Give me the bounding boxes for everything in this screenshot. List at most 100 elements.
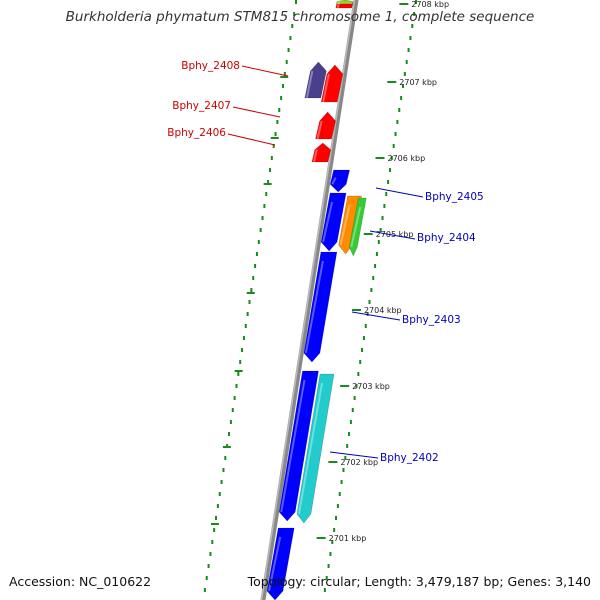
guide-dot — [228, 432, 231, 436]
guide-dash — [234, 370, 243, 372]
guide-dot — [383, 204, 386, 208]
gene-feature-shine — [339, 204, 351, 246]
guide-dot — [244, 324, 247, 328]
guide-dot — [372, 276, 375, 280]
guide-dot — [394, 132, 397, 136]
guide-dot — [351, 408, 354, 412]
guide-dot — [272, 144, 275, 148]
guide-dot — [270, 156, 273, 160]
guide-dot — [387, 180, 390, 184]
guide-dot — [261, 216, 264, 220]
gene-feature — [303, 251, 338, 363]
guide-dot — [239, 360, 242, 364]
gene-feature-shine — [322, 73, 330, 103]
gene-features — [266, 0, 367, 600]
guide-dot — [289, 36, 292, 40]
chromosome-backbone — [260, 0, 359, 600]
guide-dot — [281, 84, 284, 88]
guide-dot — [211, 540, 214, 544]
backbone-highlight — [260, 0, 356, 600]
guide-dot — [357, 372, 360, 376]
guide-dot — [377, 240, 380, 244]
guide-dash — [246, 292, 255, 294]
gene-leader-line — [329, 451, 379, 459]
guide-dot — [327, 564, 330, 568]
guide-dot — [229, 420, 232, 424]
scale-tick — [328, 461, 338, 463]
guide-dot — [203, 588, 206, 592]
guide-dot — [235, 384, 238, 388]
gene-feature-shine — [316, 120, 323, 140]
guide-dot — [331, 540, 334, 544]
guide-dot — [242, 336, 245, 340]
gene-feature — [266, 527, 295, 600]
guide-dot — [263, 204, 266, 208]
guide-dot — [385, 192, 388, 196]
gene-feature — [320, 64, 344, 103]
gene-leader-line — [351, 311, 401, 321]
guide-dot — [250, 288, 253, 292]
guide-dot — [283, 72, 286, 76]
guide-dot — [333, 528, 336, 532]
guide-dot — [346, 444, 349, 448]
scale-tick-label: 2708 kbp — [411, 0, 449, 9]
gene-feature — [304, 61, 327, 99]
scale-tick-label: 2701 kbp — [329, 534, 367, 543]
guide-dot — [403, 72, 406, 76]
guide-dot — [344, 456, 347, 460]
guide-dash — [222, 446, 231, 448]
guide-dash — [280, 76, 289, 78]
guide-dot — [295, 0, 297, 4]
guide-dot — [329, 552, 332, 556]
guide-dot — [215, 516, 218, 520]
guide-dot — [274, 132, 277, 136]
guide-dot — [276, 120, 279, 124]
backbone-line — [260, 0, 359, 600]
scale-tick — [340, 385, 350, 387]
gene-feature — [348, 197, 367, 257]
guide-dot — [241, 348, 244, 352]
guide-dot — [335, 516, 338, 520]
guide-dot — [252, 276, 255, 280]
guide-dot — [285, 60, 288, 64]
gene-feature — [329, 169, 350, 193]
guide-dot — [368, 300, 371, 304]
gene-label: Bphy_2406 — [167, 127, 226, 139]
scale-tick — [363, 233, 373, 235]
guide-dot — [362, 336, 365, 340]
gene-labels: Bphy_2408 Bphy_2407 Bphy_2406 Bphy_2405 Bphy… — [167, 60, 483, 464]
guide-dot — [366, 312, 369, 316]
gene-label: Bphy_2404 — [417, 232, 476, 244]
guide-dot — [349, 420, 352, 424]
gene-feature-shine — [304, 260, 324, 354]
gene-leader-line — [375, 187, 424, 198]
guide-dot — [388, 168, 391, 172]
guide-dot — [374, 264, 377, 268]
guide-dot — [220, 480, 223, 484]
map-title: Burkholderia phymatum STM815 chromosome … — [65, 9, 535, 25]
gene-label: Bphy_2407 — [172, 100, 231, 112]
guide-dot — [291, 24, 294, 28]
guide-dash — [263, 183, 272, 185]
gene-feature-shine — [280, 379, 306, 513]
scale-tick — [399, 3, 409, 5]
guide-dot — [237, 372, 240, 376]
gene-leader-line — [369, 230, 416, 240]
guide-dot — [205, 576, 208, 580]
gene-feature-shine — [268, 536, 282, 592]
guide-dash — [270, 137, 279, 139]
guide-dot — [361, 348, 364, 352]
gene-leader-line — [227, 133, 276, 146]
guide-dot — [398, 108, 401, 112]
guide-dot — [257, 240, 260, 244]
gene-leader-line — [241, 65, 289, 77]
guide-dot — [287, 48, 290, 52]
gene-feature — [311, 142, 332, 163]
scale-ticks: 2708 kbp 2707 kbp 2706 kbp 2705 kbp 2704 kbp… — [316, 0, 449, 543]
scale-tick-label: 2706 kbp — [388, 154, 426, 163]
gene-feature — [338, 195, 362, 255]
scale-tick — [375, 157, 385, 159]
guide-dot — [248, 300, 251, 304]
gene-feature-shine — [331, 177, 337, 185]
